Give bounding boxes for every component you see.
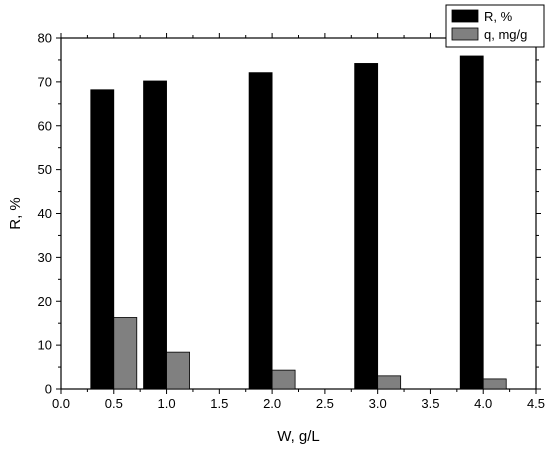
bar-q-1 bbox=[166, 351, 190, 390]
x-axis-title: W, g/L bbox=[277, 428, 320, 445]
x-tick-label-1: 0.5 bbox=[105, 396, 123, 411]
y-axis-title: R, % bbox=[7, 197, 24, 230]
x-tick-label-0: 0.0 bbox=[52, 396, 70, 411]
bar-q-4 bbox=[482, 378, 507, 390]
legend: R, % q, mg/g bbox=[445, 4, 545, 48]
bar-q-3 bbox=[377, 375, 402, 390]
x-tick-label-5: 2.5 bbox=[316, 396, 334, 411]
bar-r-0 bbox=[90, 89, 115, 390]
y-tick-label-5: 50 bbox=[38, 162, 52, 177]
x-tick-label-4: 2.0 bbox=[263, 396, 281, 411]
x-tick-label-8: 4.0 bbox=[474, 396, 492, 411]
y-tick-label-0: 0 bbox=[45, 382, 52, 397]
legend-label-1: q, mg/g bbox=[484, 27, 527, 42]
x-tick-label-7: 3.5 bbox=[421, 396, 439, 411]
x-tick-label-2: 1.0 bbox=[158, 396, 176, 411]
y-tick-label-4: 40 bbox=[38, 206, 52, 221]
y-tick-label-6: 60 bbox=[38, 118, 52, 133]
x-tick-label-9: 4.5 bbox=[527, 396, 545, 411]
bar-r-3 bbox=[354, 63, 379, 390]
bar-q-2 bbox=[271, 369, 296, 390]
x-tick-label-6: 3.0 bbox=[369, 396, 387, 411]
legend-swatch-1 bbox=[451, 27, 479, 41]
x-axis: 0.0 0.5 1.0 1.5 2.0 2.5 3.0 3.5 4.0 4.5 bbox=[52, 33, 545, 411]
y-tick-label-8: 80 bbox=[38, 31, 52, 46]
legend-label-0: R, % bbox=[484, 9, 513, 24]
legend-swatch-0 bbox=[451, 9, 479, 23]
bars bbox=[90, 55, 507, 390]
x-tick-label-3: 1.5 bbox=[210, 396, 228, 411]
bar-r-1 bbox=[143, 80, 167, 390]
bar-r-2 bbox=[248, 72, 273, 390]
y-tick-label-2: 20 bbox=[38, 294, 52, 309]
bar-q-0 bbox=[113, 317, 138, 390]
bar-r-4 bbox=[459, 55, 484, 390]
y-tick-label-7: 70 bbox=[38, 74, 52, 89]
y-axis: 0 10 20 30 40 50 60 70 80 bbox=[38, 31, 541, 397]
y-tick-label-3: 30 bbox=[38, 250, 52, 265]
y-tick-label-1: 10 bbox=[38, 338, 52, 353]
